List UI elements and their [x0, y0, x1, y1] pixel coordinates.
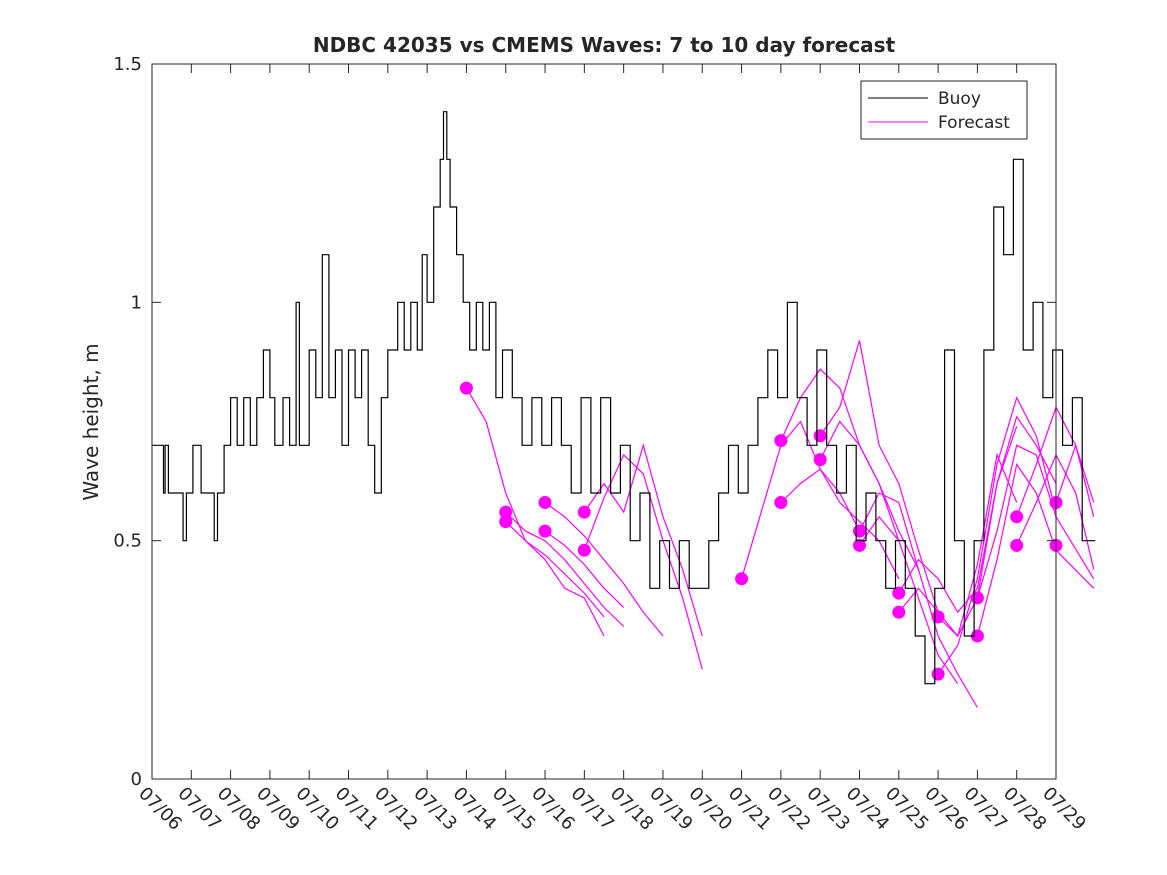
forecast-line-3 — [544, 502, 664, 637]
forecast-marker — [459, 381, 473, 395]
forecast-marker — [813, 429, 827, 443]
y-tick-label: 1.5 — [113, 54, 142, 75]
legend-box — [860, 80, 1028, 140]
legend-label-forecast: Forecast — [938, 113, 1010, 133]
forecast-line-11 — [819, 420, 919, 570]
forecast-marker — [813, 453, 827, 467]
buoy-line — [152, 111, 1096, 685]
forecast-marker — [892, 605, 906, 619]
y-axis-label: Wave height, m — [79, 343, 103, 500]
buoy-series — [152, 111, 1096, 685]
forecast-line-10 — [819, 340, 939, 613]
y-tick-label: 0 — [131, 769, 142, 790]
forecast-marker — [774, 496, 788, 509]
forecast-line-17 — [937, 396, 1057, 675]
forecast-marker — [499, 505, 513, 519]
forecast-marker — [538, 496, 552, 509]
forecast-line-5 — [583, 443, 703, 637]
forecast-line-4 — [544, 530, 625, 608]
forecast-marker — [892, 586, 906, 600]
forecast-line-1 — [505, 511, 625, 627]
forecast-markers — [459, 381, 1063, 681]
forecast-line-19 — [976, 462, 1095, 637]
forecast-marker — [853, 538, 866, 552]
y-tick-label: 1 — [131, 292, 142, 313]
forecast-marker — [853, 524, 866, 538]
forecast-marker — [577, 505, 591, 519]
legend-label-buoy: Buoy — [938, 89, 981, 109]
y-axis: 0 0.5 1 1.5 — [113, 54, 1056, 790]
plot-area — [152, 64, 1056, 779]
forecast-line-2 — [505, 521, 605, 618]
forecast-marker — [499, 515, 513, 529]
forecast-marker — [931, 610, 945, 624]
forecast-marker — [970, 591, 984, 605]
forecast-marker — [1010, 538, 1024, 552]
forecast-marker — [931, 667, 945, 681]
forecast-line-22 — [1055, 443, 1095, 517]
forecast-line-0 — [465, 387, 605, 637]
forecast-line-16 — [937, 415, 1057, 637]
y-tick-label: 0.5 — [113, 531, 142, 552]
forecast-marker — [735, 572, 749, 586]
forecast-line-6 — [583, 453, 703, 670]
forecast-marker — [577, 543, 591, 557]
forecast-marker — [538, 524, 552, 538]
forecast-line-12 — [858, 492, 978, 708]
chart-title: NDBC 42035 vs CMEMS Waves: 7 to 10 day f… — [313, 33, 896, 57]
forecast-line-18 — [976, 444, 1095, 599]
forecast-marker — [774, 434, 788, 448]
forecast-marker — [1010, 510, 1024, 524]
legend: Buoy Forecast — [860, 80, 1028, 140]
axes-box — [151, 63, 1057, 780]
